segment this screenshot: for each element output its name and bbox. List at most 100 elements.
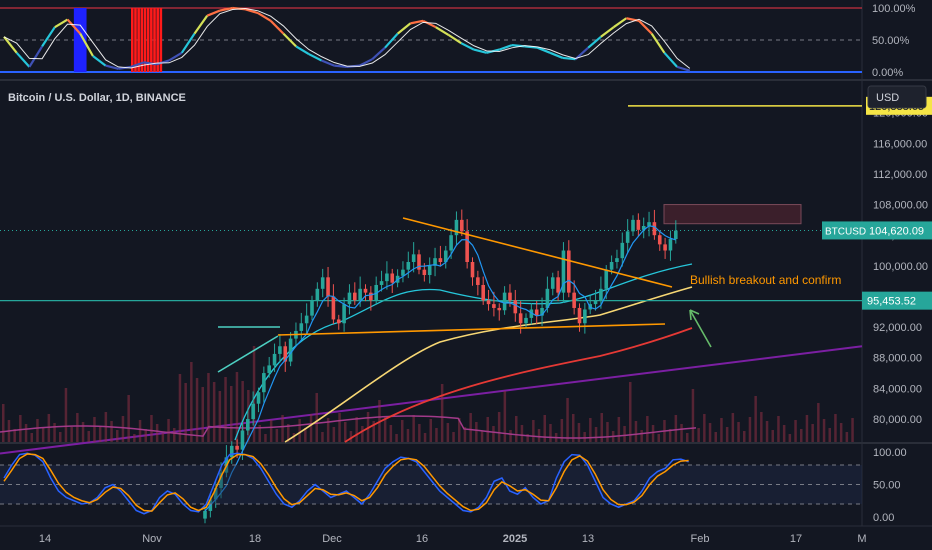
- volume-bar: [839, 423, 843, 442]
- candle: [481, 284, 485, 301]
- volume-bar: [47, 414, 51, 442]
- time-tick-label: Dec: [322, 533, 342, 545]
- support-price-label: 95,453.52: [867, 296, 916, 308]
- candle: [358, 288, 362, 301]
- osc-red-bar: [140, 8, 144, 72]
- osc-segment: [308, 53, 322, 62]
- volume-bar: [412, 415, 415, 442]
- candle: [406, 262, 411, 270]
- candle: [470, 262, 475, 278]
- candle: [556, 277, 560, 293]
- volume-bar: [594, 427, 598, 442]
- candle: [229, 445, 234, 458]
- osc-segment: [371, 46, 386, 61]
- candle: [513, 300, 518, 314]
- osc-segment: [156, 59, 170, 66]
- candle: [593, 300, 598, 305]
- osc-segment: [168, 51, 183, 62]
- candle: [417, 254, 421, 270]
- volume-bar: [133, 434, 136, 442]
- candle: [545, 288, 550, 308]
- candle: [577, 307, 582, 324]
- candle: [213, 487, 218, 500]
- volume-bar: [178, 374, 182, 442]
- volume-bar: [247, 390, 250, 442]
- price-tick-label: 112,000.00: [873, 169, 927, 181]
- candle: [518, 313, 523, 324]
- volume-bar: [258, 425, 261, 442]
- osc-segment: [638, 20, 653, 35]
- osc-segment: [54, 18, 69, 29]
- osc-segment: [663, 52, 678, 68]
- volume-bar: [811, 424, 814, 442]
- candle: [604, 269, 609, 289]
- stochastic-pane[interactable]: [0, 452, 862, 515]
- price-tick-label: 88,000.00: [873, 353, 922, 365]
- osc-red-bar: [156, 8, 159, 72]
- stoch-d-line: [3, 453, 689, 512]
- volume-bar: [703, 414, 706, 442]
- candle: [465, 231, 469, 262]
- volume-bar: [577, 423, 581, 442]
- volume-bar: [98, 426, 102, 442]
- volume-bar: [492, 426, 495, 442]
- volume-bar: [743, 431, 746, 442]
- volume-bar: [121, 416, 125, 442]
- volume-bar: [817, 403, 820, 442]
- volume-bar: [64, 388, 68, 442]
- candle: [363, 288, 368, 293]
- volume-bar: [805, 415, 809, 442]
- top-oscillator-pane[interactable]: [0, 0, 862, 80]
- osc-red-bar: [153, 8, 156, 72]
- volume-bar: [287, 424, 290, 442]
- osc-segment: [410, 19, 424, 25]
- volume-bar: [463, 427, 467, 442]
- osc-tick-label: 50.00%: [872, 35, 910, 47]
- volume-bar: [651, 425, 655, 442]
- symbol-label: BTCUSD: [825, 226, 866, 237]
- osc-segment: [28, 45, 44, 68]
- volume-bar: [640, 430, 643, 442]
- price-pane[interactable]: Bullish breakout and confirm: [0, 105, 863, 524]
- candle: [379, 281, 384, 285]
- volume-bar: [173, 428, 176, 442]
- candle: [411, 254, 416, 262]
- volume-bar: [543, 415, 546, 442]
- candle: [652, 222, 657, 236]
- symbol-title: Bitcoin / U.S. Dollar, 1D, BINANCE: [8, 92, 186, 104]
- volume-bar: [458, 418, 461, 442]
- osc-red-bar: [137, 8, 140, 72]
- volume-bar: [828, 428, 831, 442]
- osc-segment: [206, 9, 221, 17]
- volume-bar: [292, 433, 296, 442]
- volume-bar: [634, 421, 638, 442]
- osc-segment: [180, 32, 196, 54]
- volume-bar: [235, 372, 239, 442]
- osc-red-bar: [159, 8, 163, 72]
- volume-bar: [760, 412, 763, 442]
- osc-segment: [447, 33, 462, 45]
- volume-bar: [344, 422, 347, 442]
- candle: [385, 273, 389, 282]
- candle: [256, 392, 261, 404]
- candle: [433, 258, 437, 266]
- candle: [508, 292, 512, 301]
- volume-ma-line: [0, 415, 697, 439]
- osc-segment: [650, 32, 666, 54]
- volume-bar: [435, 428, 438, 442]
- volume-bar: [589, 418, 592, 442]
- volume-bar: [572, 414, 575, 442]
- volume-bar: [606, 422, 609, 442]
- volume-bar: [395, 434, 398, 442]
- volume-bar: [708, 423, 712, 442]
- volume-bar: [515, 416, 518, 442]
- volume-bar: [503, 391, 507, 442]
- candle: [369, 292, 373, 301]
- volume-bar: [566, 398, 569, 442]
- volume-bar: [87, 431, 90, 442]
- osc-segment: [219, 6, 233, 12]
- volume-bar: [418, 424, 421, 442]
- volume-bar: [401, 420, 404, 442]
- currency-button[interactable]: [867, 85, 927, 109]
- volume-bar: [429, 419, 432, 442]
